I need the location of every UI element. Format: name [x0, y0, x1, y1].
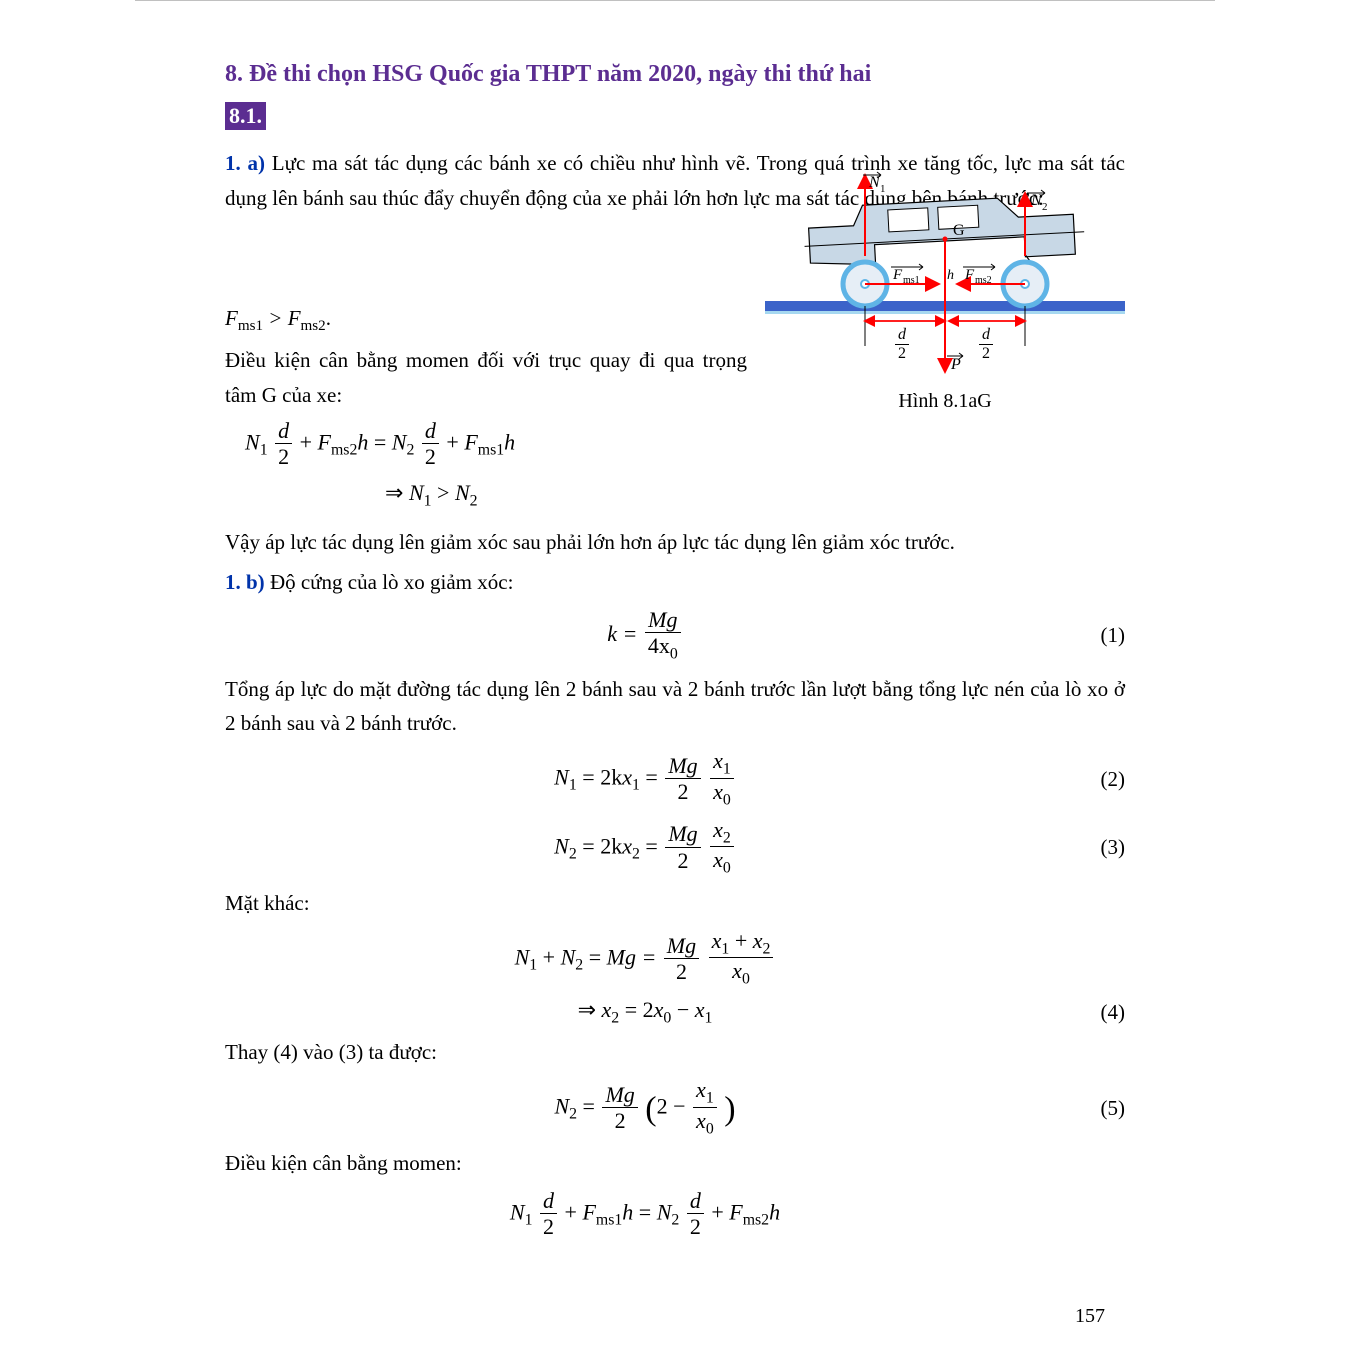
moment-eq-1: N1 d2 + Fms2h = N2 d2 + Fms1h — [225, 419, 747, 469]
subsection-badge: 8.1. — [225, 102, 266, 130]
svg-text:ms2: ms2 — [975, 275, 992, 286]
equation-1: k = Mg4x0 (1) — [225, 608, 1125, 664]
page-number: 157 — [1075, 1305, 1105, 1328]
equation-5: N2 = Mg2 (2 − x1x0 ) (5) — [225, 1078, 1125, 1138]
equation-6: N1 d2 + Fms1h = N2 d2 + Fms2h — [225, 1189, 1125, 1239]
equation-2: N1 = 2kx1 = Mg2 x1x0 (2) — [225, 749, 1125, 809]
para-4: Tổng áp lực do mặt đường tác dụng lên 2 … — [225, 672, 1125, 741]
moment-result: ⇒ N1 > N2 — [225, 475, 747, 515]
equation-4b: ⇒ x2 = 2x0 − x1 (4) — [225, 997, 1125, 1027]
figure-8-1aG: G N1 N2 Fms1 Fms2 — [765, 161, 1125, 520]
svg-text:G: G — [953, 222, 965, 239]
svg-text:h: h — [947, 268, 954, 283]
equation-3: N2 = 2kx2 = Mg2 x2x0 (3) — [225, 818, 1125, 878]
equation-4a: N1 + N2 = Mg = Mg2 x1 + x2 x0 — [225, 929, 1125, 989]
para-2: Vậy áp lực tác dụng lên giảm xóc sau phả… — [225, 525, 1125, 560]
svg-text:2: 2 — [1042, 201, 1048, 213]
svg-text:F: F — [964, 267, 975, 283]
page: 8. Đề thi chọn HSG Quốc gia THPT năm 202… — [135, 0, 1215, 1350]
left-col: Fms1 > Fms2. Điều kiện cân bằng momen đố… — [225, 161, 747, 520]
ineq-fms: Fms1 > Fms2 — [225, 306, 326, 330]
para-5: Mặt khác: — [225, 886, 1125, 921]
svg-text:ms1: ms1 — [903, 275, 920, 286]
para-1b-text: Điều kiện cân bằng momen đối với trục qu… — [225, 348, 747, 407]
para-with-figure: Fms1 > Fms2. Điều kiện cân bằng momen đố… — [225, 161, 1125, 520]
vehicle-diagram-svg: G N1 N2 Fms1 Fms2 — [765, 161, 1125, 391]
para-7: Điều kiện cân bằng momen: — [225, 1146, 1125, 1181]
svg-text:1: 1 — [880, 183, 886, 195]
ineq-fms-period: . — [326, 306, 331, 330]
svg-text:F: F — [892, 267, 903, 283]
section-title: 8. Đề thi chọn HSG Quốc gia THPT năm 202… — [225, 61, 1125, 88]
figure-caption: Hình 8.1aG — [765, 390, 1125, 413]
para-3: 1. b) Độ cứng của lò xo giảm xóc: — [225, 565, 1125, 600]
para-6: Thay (4) vào (3) ta được: — [225, 1035, 1125, 1070]
